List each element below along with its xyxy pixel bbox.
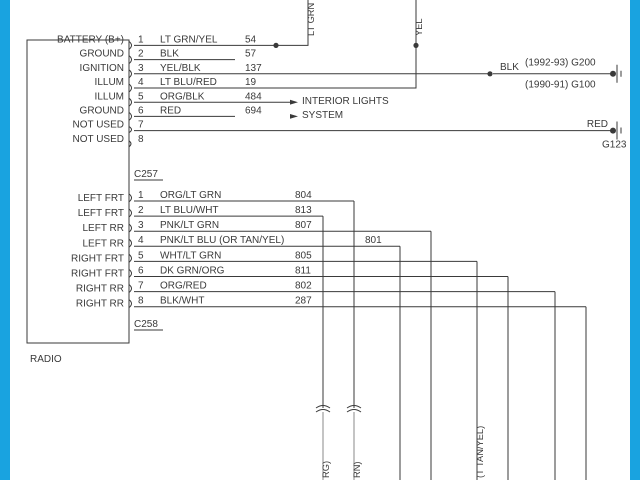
svg-text:RED: RED [160, 106, 181, 117]
svg-text:RADIO: RADIO [30, 354, 62, 365]
svg-text:1: 1 [138, 35, 144, 46]
svg-text:LEFT RR: LEFT RR [83, 223, 125, 234]
svg-text:IGNITION: IGNITION [80, 63, 124, 74]
svg-text:PNK/LT BLU (OR TAN/YEL): PNK/LT BLU (OR TAN/YEL) [160, 235, 284, 246]
svg-text:6: 6 [138, 106, 144, 117]
svg-text:BATTERY (B+): BATTERY (B+) [57, 35, 124, 46]
svg-text:802: 802 [295, 281, 312, 292]
svg-text:WHT/LT GRN: WHT/LT GRN [160, 250, 221, 261]
svg-text:5: 5 [138, 91, 144, 102]
svg-text:1: 1 [138, 190, 144, 201]
svg-text:NOT USED: NOT USED [73, 120, 125, 131]
svg-text:RG): RG) [321, 461, 331, 478]
svg-text:RIGHT RR: RIGHT RR [76, 299, 124, 310]
svg-text:ILLUM: ILLUM [95, 77, 124, 88]
svg-text:3: 3 [138, 220, 144, 231]
svg-text:C258: C258 [134, 319, 158, 330]
svg-text:54: 54 [245, 35, 257, 46]
svg-text:GROUND: GROUND [80, 106, 124, 117]
svg-text:NOT USED: NOT USED [73, 134, 125, 145]
svg-text:4: 4 [138, 77, 144, 88]
svg-text:2: 2 [138, 205, 144, 216]
svg-text:813: 813 [295, 205, 312, 216]
svg-text:8: 8 [138, 134, 144, 145]
svg-text:LT BLU/RED: LT BLU/RED [160, 77, 217, 88]
svg-text:(T TAN/YEL): (T TAN/YEL) [475, 426, 485, 478]
svg-text:3: 3 [138, 63, 144, 74]
svg-text:ORG/RED: ORG/RED [160, 281, 207, 292]
svg-text:694: 694 [245, 106, 262, 117]
svg-text:GROUND: GROUND [80, 49, 124, 60]
svg-text:BLK: BLK [500, 62, 519, 73]
svg-text:484: 484 [245, 91, 262, 102]
svg-text:G123: G123 [602, 140, 627, 151]
svg-text:DK GRN/ORG: DK GRN/ORG [160, 265, 225, 276]
svg-text:ORG/BLK: ORG/BLK [160, 91, 205, 102]
svg-text:(1990-91) G100: (1990-91) G100 [525, 80, 596, 91]
svg-text:SYSTEM: SYSTEM [302, 110, 343, 121]
svg-text:811: 811 [295, 265, 311, 276]
svg-text:LEFT FRT: LEFT FRT [78, 193, 124, 204]
svg-text:57: 57 [245, 49, 257, 60]
svg-text:RN): RN) [352, 461, 362, 478]
svg-text:5: 5 [138, 250, 144, 261]
svg-text:LEFT FRT: LEFT FRT [78, 208, 124, 219]
svg-text:6: 6 [138, 265, 144, 276]
svg-text:19: 19 [245, 77, 257, 88]
svg-text:BLK: BLK [160, 49, 179, 60]
svg-text:PNK/LT GRN: PNK/LT GRN [160, 220, 219, 231]
svg-text:RED: RED [587, 119, 608, 130]
svg-text:LT GRN/YEL: LT GRN/YEL [160, 35, 218, 46]
svg-text:LEFT RR: LEFT RR [83, 238, 125, 249]
svg-text:804: 804 [295, 190, 312, 201]
svg-text:801: 801 [365, 235, 382, 246]
svg-text:287: 287 [295, 296, 312, 307]
svg-text:ORG/LT GRN: ORG/LT GRN [160, 190, 221, 201]
svg-text:7: 7 [138, 281, 144, 292]
svg-text:805: 805 [295, 250, 312, 261]
svg-text:C257: C257 [134, 169, 158, 180]
svg-text:807: 807 [295, 220, 312, 231]
svg-text:8: 8 [138, 296, 144, 307]
svg-text:ILLUM: ILLUM [95, 91, 124, 102]
svg-text:137: 137 [245, 63, 262, 74]
svg-text:BLK/WHT: BLK/WHT [160, 296, 204, 307]
svg-text:RIGHT FRT: RIGHT FRT [71, 253, 124, 264]
svg-text:LT BLU/WHT: LT BLU/WHT [160, 205, 219, 216]
svg-text:LT GRN: LT GRN [306, 3, 316, 36]
svg-text:INTERIOR LIGHTS: INTERIOR LIGHTS [302, 96, 389, 107]
svg-text:4: 4 [138, 235, 144, 246]
svg-text:RIGHT FRT: RIGHT FRT [71, 269, 124, 280]
svg-text:(1992-93) G200: (1992-93) G200 [525, 58, 596, 69]
svg-text:2: 2 [138, 49, 144, 60]
svg-text:YEL: YEL [414, 18, 424, 36]
svg-text:YEL/BLK: YEL/BLK [160, 63, 201, 74]
svg-text:7: 7 [138, 120, 144, 131]
svg-text:RIGHT RR: RIGHT RR [76, 284, 124, 295]
